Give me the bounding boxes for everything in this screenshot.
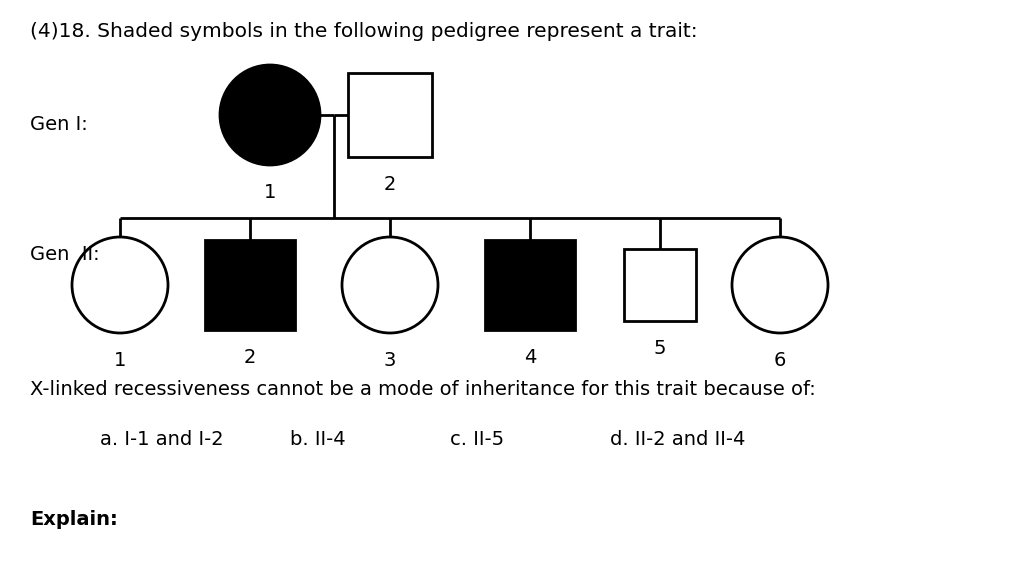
Text: 6: 6 — [774, 351, 786, 370]
Text: d. II-2 and II-4: d. II-2 and II-4 — [610, 430, 745, 449]
Text: b. II-4: b. II-4 — [290, 430, 346, 449]
Text: 2: 2 — [384, 175, 396, 194]
Text: X-linked recessiveness cannot be a mode of inheritance for this trait because of: X-linked recessiveness cannot be a mode … — [30, 380, 816, 399]
Bar — [205, 240, 295, 330]
Text: c. II-5: c. II-5 — [450, 430, 504, 449]
Text: 2: 2 — [244, 348, 256, 367]
Text: 1: 1 — [114, 351, 126, 370]
Circle shape — [220, 65, 319, 165]
Circle shape — [72, 237, 168, 333]
Text: Gen I:: Gen I: — [30, 115, 88, 134]
Circle shape — [342, 237, 438, 333]
Text: 5: 5 — [653, 339, 667, 358]
Text: Explain:: Explain: — [30, 510, 118, 529]
Bar — [485, 240, 575, 330]
Bar — [624, 249, 696, 321]
Text: 4: 4 — [524, 348, 537, 367]
Text: (4)18. Shaded symbols in the following pedigree represent a trait:: (4)18. Shaded symbols in the following p… — [30, 22, 697, 41]
Circle shape — [732, 237, 828, 333]
Text: a. I-1 and I-2: a. I-1 and I-2 — [100, 430, 223, 449]
Text: Gen  II:: Gen II: — [30, 246, 99, 264]
Text: 1: 1 — [264, 183, 276, 202]
Bar — [348, 73, 432, 157]
Text: 3: 3 — [384, 351, 396, 370]
